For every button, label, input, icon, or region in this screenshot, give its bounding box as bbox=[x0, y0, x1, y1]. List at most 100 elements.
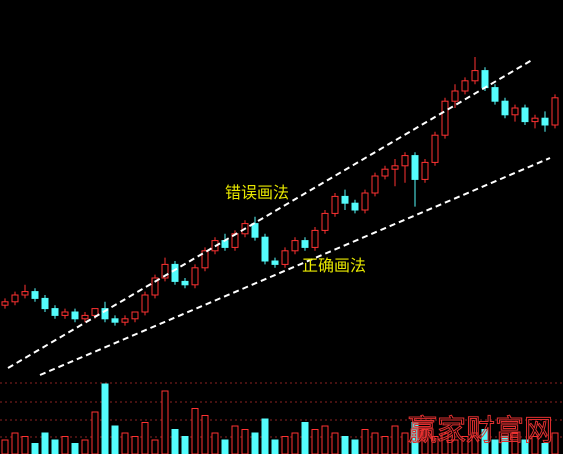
candle-body bbox=[341, 195, 349, 204]
candle-body bbox=[131, 311, 139, 320]
candle-body bbox=[81, 314, 89, 320]
volume-bar bbox=[201, 415, 209, 454]
candle-body bbox=[501, 100, 509, 116]
candle-body bbox=[321, 212, 329, 231]
candle-body bbox=[381, 168, 389, 177]
volume-bar bbox=[21, 436, 29, 454]
candle-body bbox=[411, 155, 419, 180]
candles bbox=[1, 57, 559, 454]
candle-body bbox=[251, 223, 259, 238]
volume-bar bbox=[421, 429, 429, 454]
volume-bar bbox=[461, 436, 469, 454]
candle-body bbox=[551, 97, 559, 126]
volume-bar bbox=[171, 429, 179, 454]
candle-body bbox=[371, 175, 379, 194]
volume-bar bbox=[91, 411, 99, 454]
candle-body bbox=[481, 70, 489, 89]
candle-body bbox=[221, 240, 229, 248]
volume-bar bbox=[251, 432, 259, 454]
candle-body bbox=[91, 308, 99, 316]
candle-body bbox=[51, 308, 59, 316]
candle-body bbox=[391, 165, 399, 170]
candle-body bbox=[491, 87, 499, 102]
volume-bar bbox=[441, 432, 449, 454]
volume-bar bbox=[151, 439, 159, 454]
volume-bar bbox=[361, 429, 369, 454]
wrong-trendline bbox=[7, 59, 533, 369]
candle-body bbox=[61, 311, 69, 316]
annotation: 错误画法 bbox=[225, 183, 289, 202]
candle-body bbox=[31, 291, 39, 299]
volume-bar bbox=[291, 432, 299, 454]
volume-bar bbox=[431, 436, 439, 454]
volume-bar bbox=[261, 418, 269, 454]
candle-body bbox=[141, 294, 149, 313]
candle-body bbox=[441, 100, 449, 136]
candle-body bbox=[361, 192, 369, 211]
candle-body bbox=[271, 260, 279, 265]
candle-body bbox=[281, 250, 289, 265]
volume-bar bbox=[1, 439, 9, 454]
candle-body bbox=[171, 263, 179, 282]
volume-bar bbox=[111, 425, 119, 454]
volume-bar bbox=[51, 439, 59, 454]
volume-bar bbox=[471, 432, 479, 454]
volume-bar bbox=[11, 432, 19, 454]
candle-body bbox=[101, 308, 109, 320]
candle-body bbox=[301, 240, 309, 248]
volume-bar bbox=[451, 439, 459, 454]
volume-bar bbox=[31, 443, 39, 454]
volume-bar bbox=[411, 422, 419, 454]
volume-bar bbox=[551, 432, 559, 454]
candle-body bbox=[401, 155, 409, 167]
candle-body bbox=[71, 311, 79, 320]
volume-bar bbox=[191, 408, 199, 454]
volume-bar bbox=[401, 432, 409, 454]
volume-bar bbox=[121, 432, 129, 454]
candle-body bbox=[161, 263, 169, 279]
candle-body bbox=[111, 318, 119, 323]
volume-bar bbox=[81, 439, 89, 454]
candle-body bbox=[21, 291, 29, 296]
candle-body bbox=[291, 240, 299, 252]
candle-body bbox=[461, 80, 469, 92]
candle-body bbox=[1, 301, 9, 306]
volume-bar bbox=[71, 443, 79, 454]
annotation: 正确画法 bbox=[302, 256, 366, 275]
candle-body bbox=[451, 90, 459, 102]
volume-bar bbox=[161, 390, 169, 454]
candle-body bbox=[541, 117, 549, 126]
candle-body bbox=[261, 236, 269, 262]
candle-body bbox=[531, 117, 539, 123]
candle-body bbox=[201, 250, 209, 269]
volume-bar bbox=[531, 436, 539, 454]
volume-bar bbox=[521, 439, 529, 454]
volume-bar bbox=[211, 432, 219, 454]
candle-body bbox=[191, 267, 199, 286]
candle-body bbox=[331, 195, 339, 214]
candle-body bbox=[41, 297, 49, 310]
correct-trendline bbox=[39, 157, 551, 376]
volume-bar bbox=[61, 436, 69, 454]
candle-body bbox=[351, 202, 359, 211]
volume-bar bbox=[331, 432, 339, 454]
volume-bar bbox=[41, 432, 49, 454]
volume-bar bbox=[231, 425, 239, 454]
volume-bar bbox=[301, 422, 309, 454]
volume-bar bbox=[501, 436, 509, 454]
candle-body bbox=[421, 161, 429, 180]
volume-bar bbox=[241, 429, 249, 454]
volume-bar bbox=[221, 439, 229, 454]
volume-bar bbox=[281, 436, 289, 454]
candle-body bbox=[511, 107, 519, 116]
volume-bar bbox=[271, 439, 279, 454]
volume-bar bbox=[311, 429, 319, 454]
volume-bar bbox=[101, 383, 109, 454]
candle-body bbox=[121, 318, 129, 323]
candle-body bbox=[11, 294, 19, 303]
candle-body bbox=[521, 107, 529, 123]
volume-bar bbox=[391, 425, 399, 454]
volume-bar bbox=[341, 436, 349, 454]
volume-bar bbox=[511, 432, 519, 454]
